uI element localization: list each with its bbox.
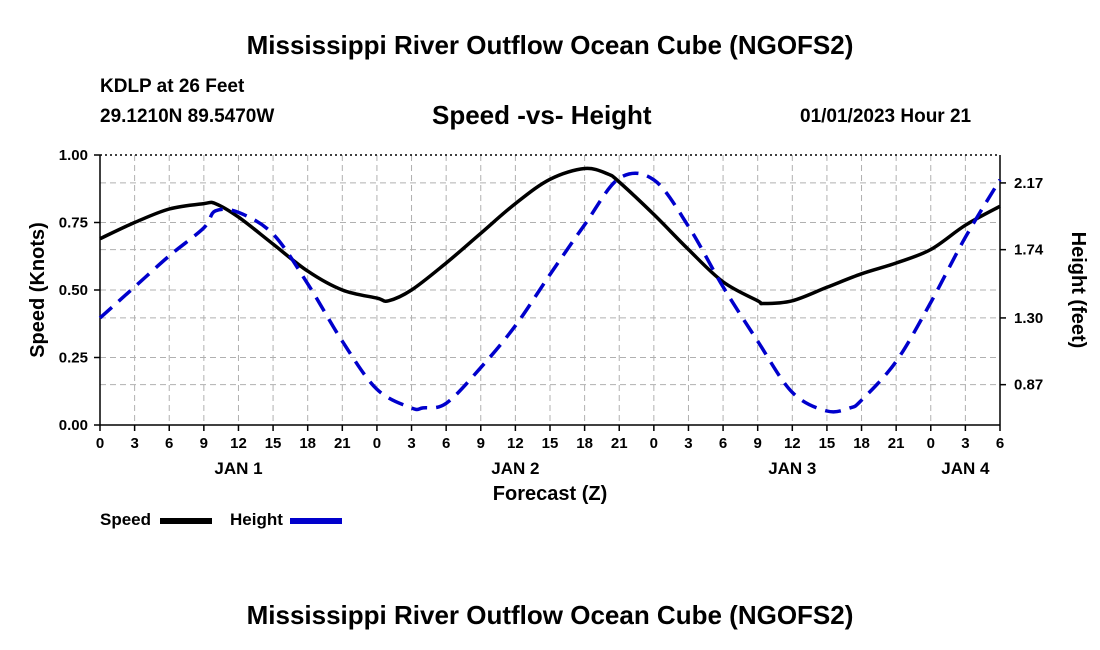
y2-tick-label: 0.87: [1014, 377, 1043, 394]
x-tick-label: 21: [334, 435, 351, 452]
x-tick-label: 6: [719, 435, 727, 452]
x-tick-label: 15: [542, 435, 559, 452]
x-tick-label: 12: [507, 435, 524, 452]
y-tick-label: 0.50: [59, 282, 88, 299]
x-day-label: JAN 4: [941, 459, 990, 478]
x-tick-label: 15: [819, 435, 836, 452]
y2-tick-label: 1.74: [1014, 242, 1044, 259]
x-tick-label: 18: [299, 435, 316, 452]
x-tick-label: 21: [611, 435, 628, 452]
y-tick-label: 0.25: [59, 350, 88, 367]
x-tick-label: 21: [888, 435, 905, 452]
x-tick-label: 9: [200, 435, 208, 452]
y-tick-label: 1.00: [59, 147, 88, 164]
legend-speed-swatch: [160, 518, 212, 524]
x-tick-label: 3: [684, 435, 692, 452]
y2-axis-title: Height (feet): [1067, 232, 1089, 349]
x-day-label: JAN 2: [491, 459, 539, 478]
series-line-height: [98, 171, 1002, 414]
x-tick-label: 0: [96, 435, 104, 452]
legend-height-swatch: [290, 518, 342, 524]
footer-title: Mississippi River Outflow Ocean Cube (NG…: [246, 600, 854, 630]
x-tick-label: 15: [265, 435, 282, 452]
x-tick-label: 6: [996, 435, 1004, 452]
x-tick-label: 9: [477, 435, 485, 452]
y-axis-title: Speed (Knots): [27, 222, 49, 358]
x-axis-title: Forecast (Z): [493, 483, 607, 505]
x-tick-label: 18: [576, 435, 593, 452]
x-tick-label: 18: [853, 435, 870, 452]
legend-height-label: Height: [230, 510, 283, 529]
x-tick-label: 3: [407, 435, 415, 452]
x-tick-label: 3: [130, 435, 138, 452]
x-tick-label: 0: [927, 435, 935, 452]
station-label: KDLP at 26 Feet: [100, 76, 245, 97]
forecast-datetime: 01/01/2023 Hour 21: [800, 106, 972, 127]
x-tick-label: 6: [442, 435, 450, 452]
y2-tick-label: 1.30: [1014, 310, 1043, 327]
x-day-label: JAN 3: [768, 459, 816, 478]
x-day-label: JAN 1: [214, 459, 262, 478]
legend-speed-label: Speed: [100, 510, 152, 529]
x-tick-label: 0: [650, 435, 658, 452]
y2-tick-label: 2.17: [1014, 175, 1043, 192]
x-tick-label: 6: [165, 435, 173, 452]
x-tick-label: 9: [754, 435, 762, 452]
x-tick-label: 12: [230, 435, 247, 452]
x-tick-label: 3: [961, 435, 969, 452]
x-tick-label: 12: [784, 435, 801, 452]
chart-title: Mississippi River Outflow Ocean Cube (NG…: [246, 30, 854, 60]
coordinates-label: 29.1210N 89.5470W: [100, 106, 275, 127]
y-tick-label: 0.00: [59, 417, 88, 434]
chart-subtitle: Speed -vs- Height: [432, 100, 652, 130]
x-tick-label: 0: [373, 435, 381, 452]
series-line-speed: [99, 166, 1001, 306]
y-tick-label: 0.75: [59, 215, 88, 232]
